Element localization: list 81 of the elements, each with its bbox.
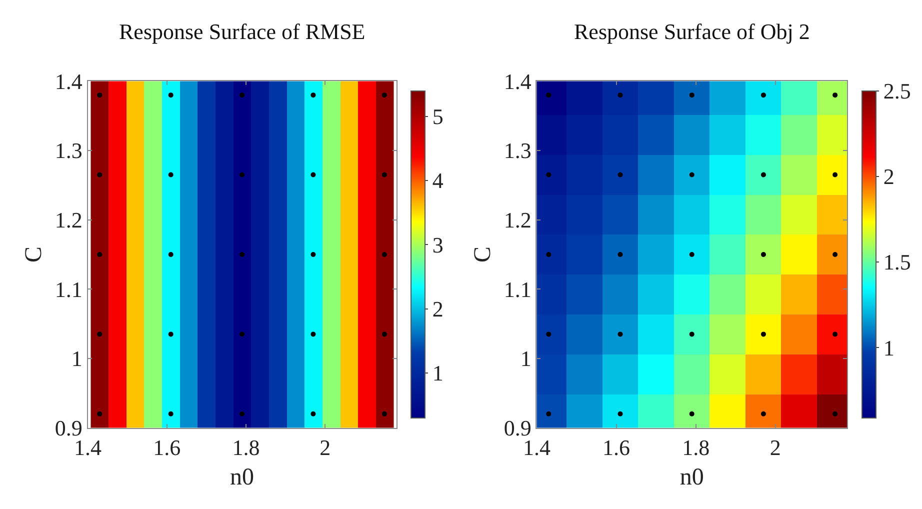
x-axis-title: n0 [230, 464, 254, 490]
point [760, 172, 766, 178]
color-bar-label: 2 [432, 296, 444, 322]
x-axis-title: n0 [680, 464, 704, 490]
y-axis-title: C [470, 246, 496, 262]
point [168, 92, 174, 98]
x-tick-label: 2 [770, 435, 781, 460]
chart-title: Response Surface of RMSE [119, 19, 366, 44]
point [760, 252, 766, 257]
point [310, 92, 316, 98]
point [832, 411, 838, 416]
point [689, 332, 694, 337]
point [382, 252, 387, 257]
point [97, 92, 102, 98]
x-tick-label: 1.8 [232, 435, 260, 460]
point [382, 332, 387, 337]
point [832, 92, 838, 98]
point [168, 172, 174, 178]
point [240, 172, 245, 178]
y-tick-label: 1 [71, 346, 82, 372]
point [618, 92, 623, 98]
point [689, 411, 694, 416]
color-bar-label: 2 [883, 164, 894, 190]
y-tick-label: 1.4 [504, 68, 532, 94]
y-tick-label: 1 [520, 346, 532, 372]
color-bar-label: 1.5 [883, 250, 911, 275]
point [97, 332, 102, 337]
color-bar-label: 1 [883, 335, 894, 360]
point [618, 332, 623, 337]
point [240, 332, 245, 337]
y-tick-label: 1.3 [54, 138, 82, 164]
point [618, 252, 623, 257]
point [618, 411, 623, 416]
color-bar-label: 1 [432, 360, 444, 386]
x-tick-label: 1.6 [602, 435, 630, 460]
x-tick-label: 1.6 [153, 435, 181, 460]
point [546, 411, 552, 416]
color-bar-label: 5 [432, 104, 444, 130]
point [832, 172, 838, 178]
point [546, 172, 552, 178]
x-tick-label: 2 [320, 435, 331, 460]
point [168, 411, 174, 416]
point [310, 411, 316, 416]
point [618, 172, 623, 178]
point [310, 252, 316, 257]
point [97, 252, 102, 257]
point [689, 252, 694, 257]
color-bar-label: 2.5 [883, 78, 911, 104]
point [689, 172, 694, 178]
point [382, 92, 387, 98]
y-tick-label: 1.1 [504, 276, 532, 302]
point [546, 252, 552, 257]
point [97, 411, 102, 416]
point [382, 411, 387, 416]
point [760, 411, 766, 416]
y-tick-label: 1.2 [54, 208, 82, 233]
y-axis-title: C [20, 246, 47, 262]
point [168, 252, 174, 257]
point [310, 332, 316, 337]
point [760, 332, 766, 337]
point [240, 411, 245, 416]
point [168, 332, 174, 337]
point [240, 252, 245, 257]
color-bar-label: 4 [432, 168, 444, 194]
point [832, 252, 838, 257]
point [689, 92, 694, 98]
color-bar-label: 3 [432, 232, 444, 258]
point [97, 172, 102, 178]
x-tick-label: 1.8 [682, 435, 710, 460]
y-tick-label: 1.1 [54, 276, 82, 302]
y-tick-label: 1.2 [504, 208, 532, 233]
y-tick-label: 1.4 [54, 68, 82, 94]
point [832, 332, 838, 337]
chart-title: Response Surface of Obj 2 [574, 19, 810, 44]
point [382, 172, 387, 178]
point [240, 92, 245, 98]
point [546, 332, 552, 337]
y-tick-label: 1.3 [504, 138, 532, 164]
point [310, 172, 316, 178]
point [760, 92, 766, 98]
point [546, 92, 552, 98]
